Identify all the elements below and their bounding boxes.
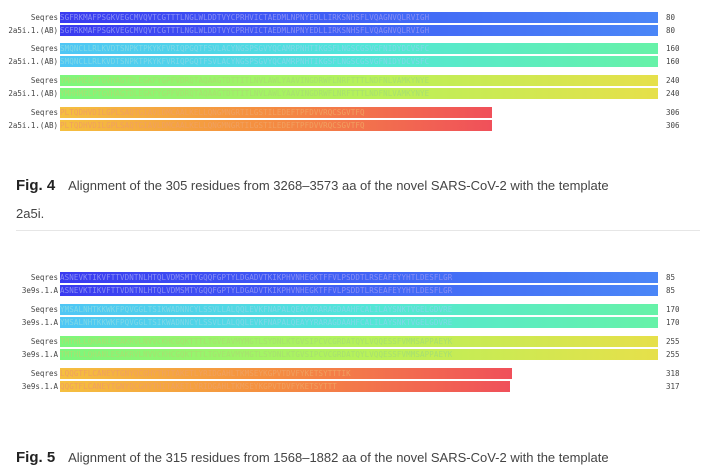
figure-4-caption: Fig. 4 Alignment of the 305 residues fro… — [16, 177, 706, 195]
sequence-residues: YMHHMELPTGVHAGTDLEGKFYGPFVDRQTAQAAGTDTTI… — [60, 88, 658, 99]
sequence-label: Seqres — [30, 273, 58, 282]
figure-4-alignment: Seqres SGFRKMAFPSGKVEGCMVQVTCGTTTLNGLWLDD… — [0, 8, 714, 138]
alignment-row: Seqres PLTQDHVDILGPLSAQTGIAVLDMCAALKELLQN… — [0, 107, 714, 118]
sequence-label: 3e9s.1.A — [21, 318, 58, 327]
alignment-row: Seqres YMHHMELPTGVHAGTDLEGKFYGPFVDRQTAQAA… — [0, 75, 714, 86]
residue-count: 240 — [666, 89, 680, 98]
sequence-residues: QQGTFLCANEYTGNYQCGHYTHITAKETLYRIDGAHLTKM… — [60, 381, 510, 392]
residue-count: 170 — [666, 305, 680, 314]
residue-count: 85 — [666, 273, 676, 282]
figure-5-caption: Fig. 5 Alignment of the 315 residues fro… — [16, 449, 706, 467]
residue-count: 306 — [666, 108, 680, 117]
sequence-label: 3e9s.1.A — [21, 350, 58, 359]
sequence-residues: ASNEVKTIKVFTTVDNTNLHTQLVDMSMTYGQQFGPTYLD… — [60, 272, 658, 283]
sequence-residues: LQQGTFLCANEYTGNYQCGHYTHITAKETLYRIDGAHLTK… — [60, 368, 512, 379]
alignment-row: 3e9s.1.A TMTHLLQHANLESAKRVLNVVCKHCGQKTTTL… — [0, 349, 714, 360]
alignment-row: 3e9s.1.A YMSALNHTKKWKFPQVGGLTSIKWADNNCYLS… — [0, 317, 714, 328]
residue-count: 255 — [666, 350, 680, 359]
residue-count: 80 — [666, 26, 676, 35]
residue-count: 240 — [666, 76, 680, 85]
alignment-row: Seqres SGFRKMAFPSGKVEGCMVQVTCGTTTLNGLWLDD… — [0, 12, 714, 23]
alignment-row: Seqres YMSALNHTKKWKFPQVGGLTSIKWADNNCYLSSV… — [0, 304, 714, 315]
sequence-residues: ASNEVKTIKVFTTVDNTNLHTQLVDMSMTYGQQFGPTYLD… — [60, 285, 658, 296]
residue-count: 160 — [666, 44, 680, 53]
sequence-label: Seqres — [30, 44, 58, 53]
sequence-label: 2a5i.1.(AB) — [8, 121, 58, 130]
sequence-residues: TMTHLLQHANLESAKRVLNVVCKHCGQKTTTLTGVEAVMY… — [60, 336, 658, 347]
residue-count: 317 — [666, 382, 680, 391]
sequence-label: 2a5i.1.(AB) — [8, 57, 58, 66]
alignment-row: Seqres SMQNCLLRLKVDTSNPKTPKYKFVRIQPGQTFSV… — [0, 43, 714, 54]
sequence-residues: SMQNCLLRLKVDTSNPKTPKYKFVRIQPGQTFSVLACYNG… — [60, 56, 658, 67]
sequence-residues: SGFRKMAFPSGKVEGCMVQVTCGTTTLNGLWLDDTVYCPR… — [60, 12, 658, 23]
residue-count: 170 — [666, 318, 680, 327]
section-divider — [16, 230, 700, 231]
sequence-residues: PLTQDHVDILGPLSAQTGIAVLDMCAALKELLQNGMNGRT… — [60, 120, 492, 131]
alignment-row: 2a5i.1.(AB) SGFRKMAFPSGKVEGCMVQVTCGTTTLNG… — [0, 25, 714, 36]
sequence-label: Seqres — [30, 305, 58, 314]
residue-count: 85 — [666, 286, 676, 295]
residue-count: 318 — [666, 369, 680, 378]
sequence-label: 3e9s.1.A — [21, 382, 58, 391]
alignment-row: 2a5i.1.(AB) YMHHMELPTGVHAGTDLEGKFYGPFVDRQ… — [0, 88, 714, 99]
sequence-residues: PLTQDHVDILGPLSAQTGIAVLDMCAALKELLQNGMNGRT… — [60, 107, 492, 118]
sequence-label: Seqres — [30, 369, 58, 378]
sequence-label: Seqres — [30, 76, 58, 85]
alignment-row: 3e9s.1.A QQGTFLCANEYTGNYQCGHYTHITAKETLYRI… — [0, 381, 714, 392]
figure-5-label: Fig. 5 — [16, 449, 56, 466]
figure-4-label: Fig. 4 — [16, 177, 56, 194]
figure-4-caption-text: Alignment of the 305 residues from 3268–… — [68, 178, 609, 193]
residue-count: 255 — [666, 337, 680, 346]
alignment-row: 3e9s.1.A ASNEVKTIKVFTTVDNTNLHTQLVDMSMTYGQ… — [0, 285, 714, 296]
sequence-label: 2a5i.1.(AB) — [8, 26, 58, 35]
sequence-residues: YMSALNHTKKWKFPQVGGLTSIKWADNNCYLSSVLLALQQ… — [60, 304, 658, 315]
sequence-residues: YMSALNHTKKWKFPQVGGLTSIKWADNNCYLSSVLLALQQ… — [60, 317, 658, 328]
sequence-label: Seqres — [30, 13, 58, 22]
sequence-label: Seqres — [30, 108, 58, 117]
figure-5-caption-text: Alignment of the 315 residues from 1568–… — [68, 450, 609, 465]
residue-count: 306 — [666, 121, 680, 130]
alignment-row: 2a5i.1.(AB) SMQNCLLRLKVDTSNPKTPKYKFVRIQPG… — [0, 56, 714, 67]
sequence-residues: YMHHMELPTGVHAGTDLEGKFYGPFVDRQTAQAAGTDTTI… — [60, 75, 658, 86]
figure-5-alignment: Seqres ASNEVKTIKVFTTVDNTNLHTQLVDMSMTYGQQF… — [0, 270, 714, 410]
sequence-residues: SGFRKMAFPSGKVEGCMVQVTCGTTTLNGLWLDDTVYCPR… — [60, 25, 658, 36]
alignment-row: 2a5i.1.(AB) PLTQDHVDILGPLSAQTGIAVLDMCAALK… — [0, 120, 714, 131]
residue-count: 160 — [666, 57, 680, 66]
alignment-row: Seqres LQQGTFLCANEYTGNYQCGHYTHITAKETLYRID… — [0, 368, 714, 379]
sequence-label: 2a5i.1.(AB) — [8, 89, 58, 98]
alignment-row: Seqres ASNEVKTIKVFTTVDNTNLHTQLVDMSMTYGQQF… — [0, 272, 714, 283]
sequence-residues: SMQNCLLRLKVDTSNPKTPKYKFVRIQPGQTFSVLACYNG… — [60, 43, 658, 54]
sequence-label: Seqres — [30, 337, 58, 346]
residue-count: 80 — [666, 13, 676, 22]
figure-4-caption-continuation: 2a5i. — [16, 206, 45, 221]
sequence-residues: TMTHLLQHANLESAKRVLNVVCKHCGQKTTTLTGVEAVMY… — [60, 349, 658, 360]
sequence-label: 3e9s.1.A — [21, 286, 58, 295]
alignment-row: Seqres TMTHLLQHANLESAKRVLNVVCKHCGQKTTTLTG… — [0, 336, 714, 347]
